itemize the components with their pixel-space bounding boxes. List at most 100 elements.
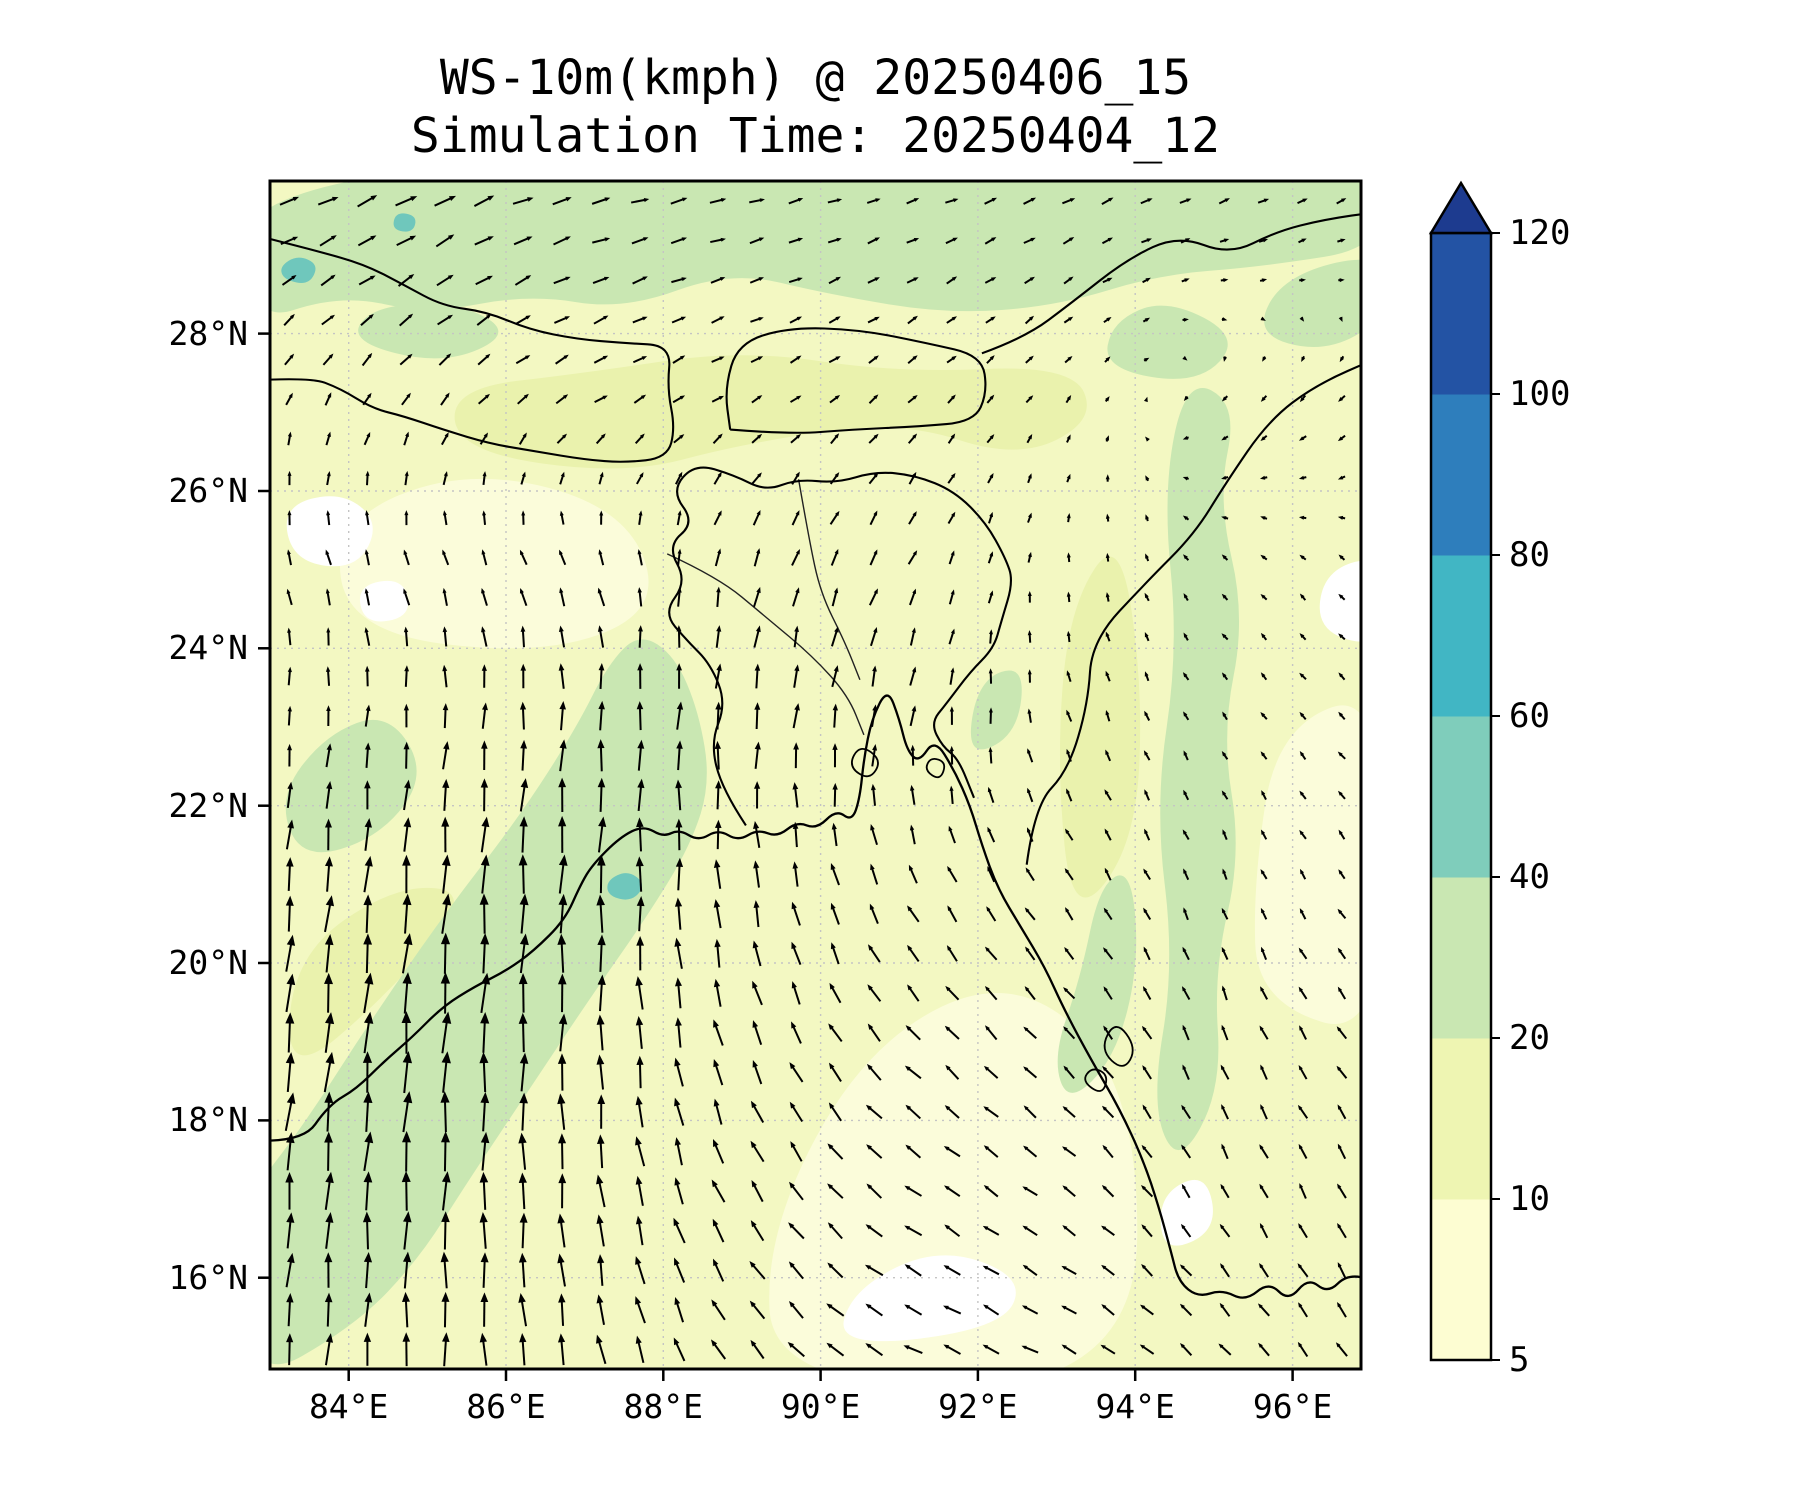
wind-vector-arrow xyxy=(637,625,643,648)
wind-vector-arrow xyxy=(869,626,878,647)
wind-vector-arrow xyxy=(906,277,919,284)
wind-vector-arrow xyxy=(286,1132,295,1171)
wind-vector-arrow xyxy=(905,1144,922,1159)
wind-vector-arrow xyxy=(1298,515,1307,520)
wind-vector-arrow xyxy=(403,588,411,606)
wind-vector-arrow xyxy=(441,1011,452,1054)
wind-vector-arrow xyxy=(401,933,413,974)
wind-vector-arrow xyxy=(480,1012,490,1053)
wind-vector-arrow xyxy=(636,701,644,731)
wind-vector-arrow xyxy=(982,1344,1000,1355)
wind-vector-arrow xyxy=(752,940,762,967)
wind-vector-arrow xyxy=(674,1137,683,1166)
wind-vector-arrow xyxy=(905,1025,921,1041)
wind-vector-arrow xyxy=(1066,748,1072,762)
wind-vector-arrow xyxy=(285,1252,295,1288)
wind-vector-arrow xyxy=(907,315,918,325)
wind-vector-arrow xyxy=(1061,1305,1077,1315)
wind-vector-arrow xyxy=(987,473,994,484)
wind-vector-arrow xyxy=(518,854,528,894)
wind-vector-arrow xyxy=(1022,1225,1038,1237)
wind-vector-arrow xyxy=(946,355,957,364)
wind-vector-arrow xyxy=(321,314,335,326)
wind-vector-arrow xyxy=(1259,1222,1269,1239)
wind-vector-arrow xyxy=(440,1091,450,1133)
wind-vector-arrow xyxy=(1298,1064,1308,1080)
wind-vector-arrow xyxy=(983,1145,999,1158)
wind-vector-arrow xyxy=(1257,198,1270,204)
shaded-region xyxy=(1160,1179,1213,1246)
wind-vector-arrow xyxy=(907,394,918,404)
wind-vector-arrow xyxy=(402,1332,411,1367)
wind-vector-arrow xyxy=(749,198,765,204)
wind-vector-arrow xyxy=(597,974,606,1012)
wind-vector-arrow xyxy=(831,665,839,688)
wind-vector-arrow xyxy=(1143,396,1148,403)
wind-vector-arrow xyxy=(442,471,448,486)
wind-vector-arrow xyxy=(404,470,409,486)
wind-vector-arrow xyxy=(674,1257,686,1283)
wind-vector-arrow xyxy=(593,315,609,325)
wind-vector-arrow xyxy=(558,625,566,648)
wind-vector-arrow xyxy=(557,1213,566,1248)
wind-vector-arrow xyxy=(676,663,683,689)
wind-vector-arrow xyxy=(403,431,409,446)
wind-vector-arrow xyxy=(1061,1265,1077,1276)
wind-vector-arrow xyxy=(792,587,800,607)
wind-vector-arrow xyxy=(750,1220,765,1242)
wind-vector-arrow xyxy=(1027,787,1034,803)
wind-vector-arrow xyxy=(788,277,803,284)
wind-vector-arrow xyxy=(1142,1104,1152,1120)
wind-vector-arrow xyxy=(1220,278,1229,283)
wind-vector-arrow xyxy=(791,471,800,485)
wind-vector-arrow xyxy=(324,972,334,1013)
wind-vector-arrow xyxy=(520,471,526,485)
wind-vector-arrow xyxy=(401,1011,412,1054)
wind-vector-arrow xyxy=(826,1342,845,1357)
wind-vector-arrow xyxy=(519,549,528,566)
wind-vector-arrow xyxy=(325,588,331,606)
country-border xyxy=(1025,363,1361,865)
wind-vector-arrow xyxy=(480,1131,490,1171)
wind-vector-arrow xyxy=(908,511,917,525)
wind-vector-arrow xyxy=(597,854,606,894)
wind-vector-arrow xyxy=(676,740,683,771)
wind-vector-arrow xyxy=(1261,946,1268,960)
wind-vector-arrow xyxy=(983,1106,999,1118)
wind-vector-arrow xyxy=(1141,1263,1153,1277)
wind-vector-arrow xyxy=(520,663,527,689)
wind-vector-arrow xyxy=(1299,554,1307,561)
wind-vector-arrow xyxy=(476,314,492,326)
wind-vector-arrow xyxy=(674,1177,684,1205)
wind-vector-arrow xyxy=(791,941,802,966)
wind-vector-arrow xyxy=(325,1212,334,1249)
wind-vector-arrow xyxy=(635,1256,646,1285)
wind-vector-arrow xyxy=(865,1303,883,1317)
wind-vector-arrow xyxy=(1179,1264,1193,1277)
wind-vector-arrow xyxy=(286,857,294,891)
wind-vector-arrow xyxy=(479,1212,488,1249)
wind-vector-arrow xyxy=(1260,907,1268,920)
wind-vector-arrow xyxy=(672,395,686,404)
wind-vector-arrow xyxy=(287,627,292,646)
wind-vector-arrow xyxy=(287,510,292,526)
wind-vector-arrow xyxy=(1144,710,1151,721)
wind-vector-arrow xyxy=(403,817,412,852)
wind-vector-arrow xyxy=(287,431,292,446)
wind-vector-arrow xyxy=(441,893,452,934)
wind-vector-arrow xyxy=(676,625,682,648)
wind-vector-arrow xyxy=(519,933,529,974)
wind-vector-arrow xyxy=(1101,1304,1115,1316)
wind-vector-arrow xyxy=(635,1095,644,1128)
wind-vector-arrow xyxy=(440,972,451,1014)
wind-vector-arrow xyxy=(1259,1025,1269,1040)
wind-vector-arrow xyxy=(1337,1183,1347,1199)
wind-vector-arrow xyxy=(1338,278,1345,283)
wind-vector-arrow xyxy=(597,1094,606,1129)
wind-vector-arrow xyxy=(324,856,333,892)
wind-vector-arrow xyxy=(1062,237,1075,245)
wind-vector-arrow xyxy=(1142,277,1151,284)
wind-vector-arrow xyxy=(1338,633,1346,641)
wind-vector-arrow xyxy=(1143,357,1150,362)
